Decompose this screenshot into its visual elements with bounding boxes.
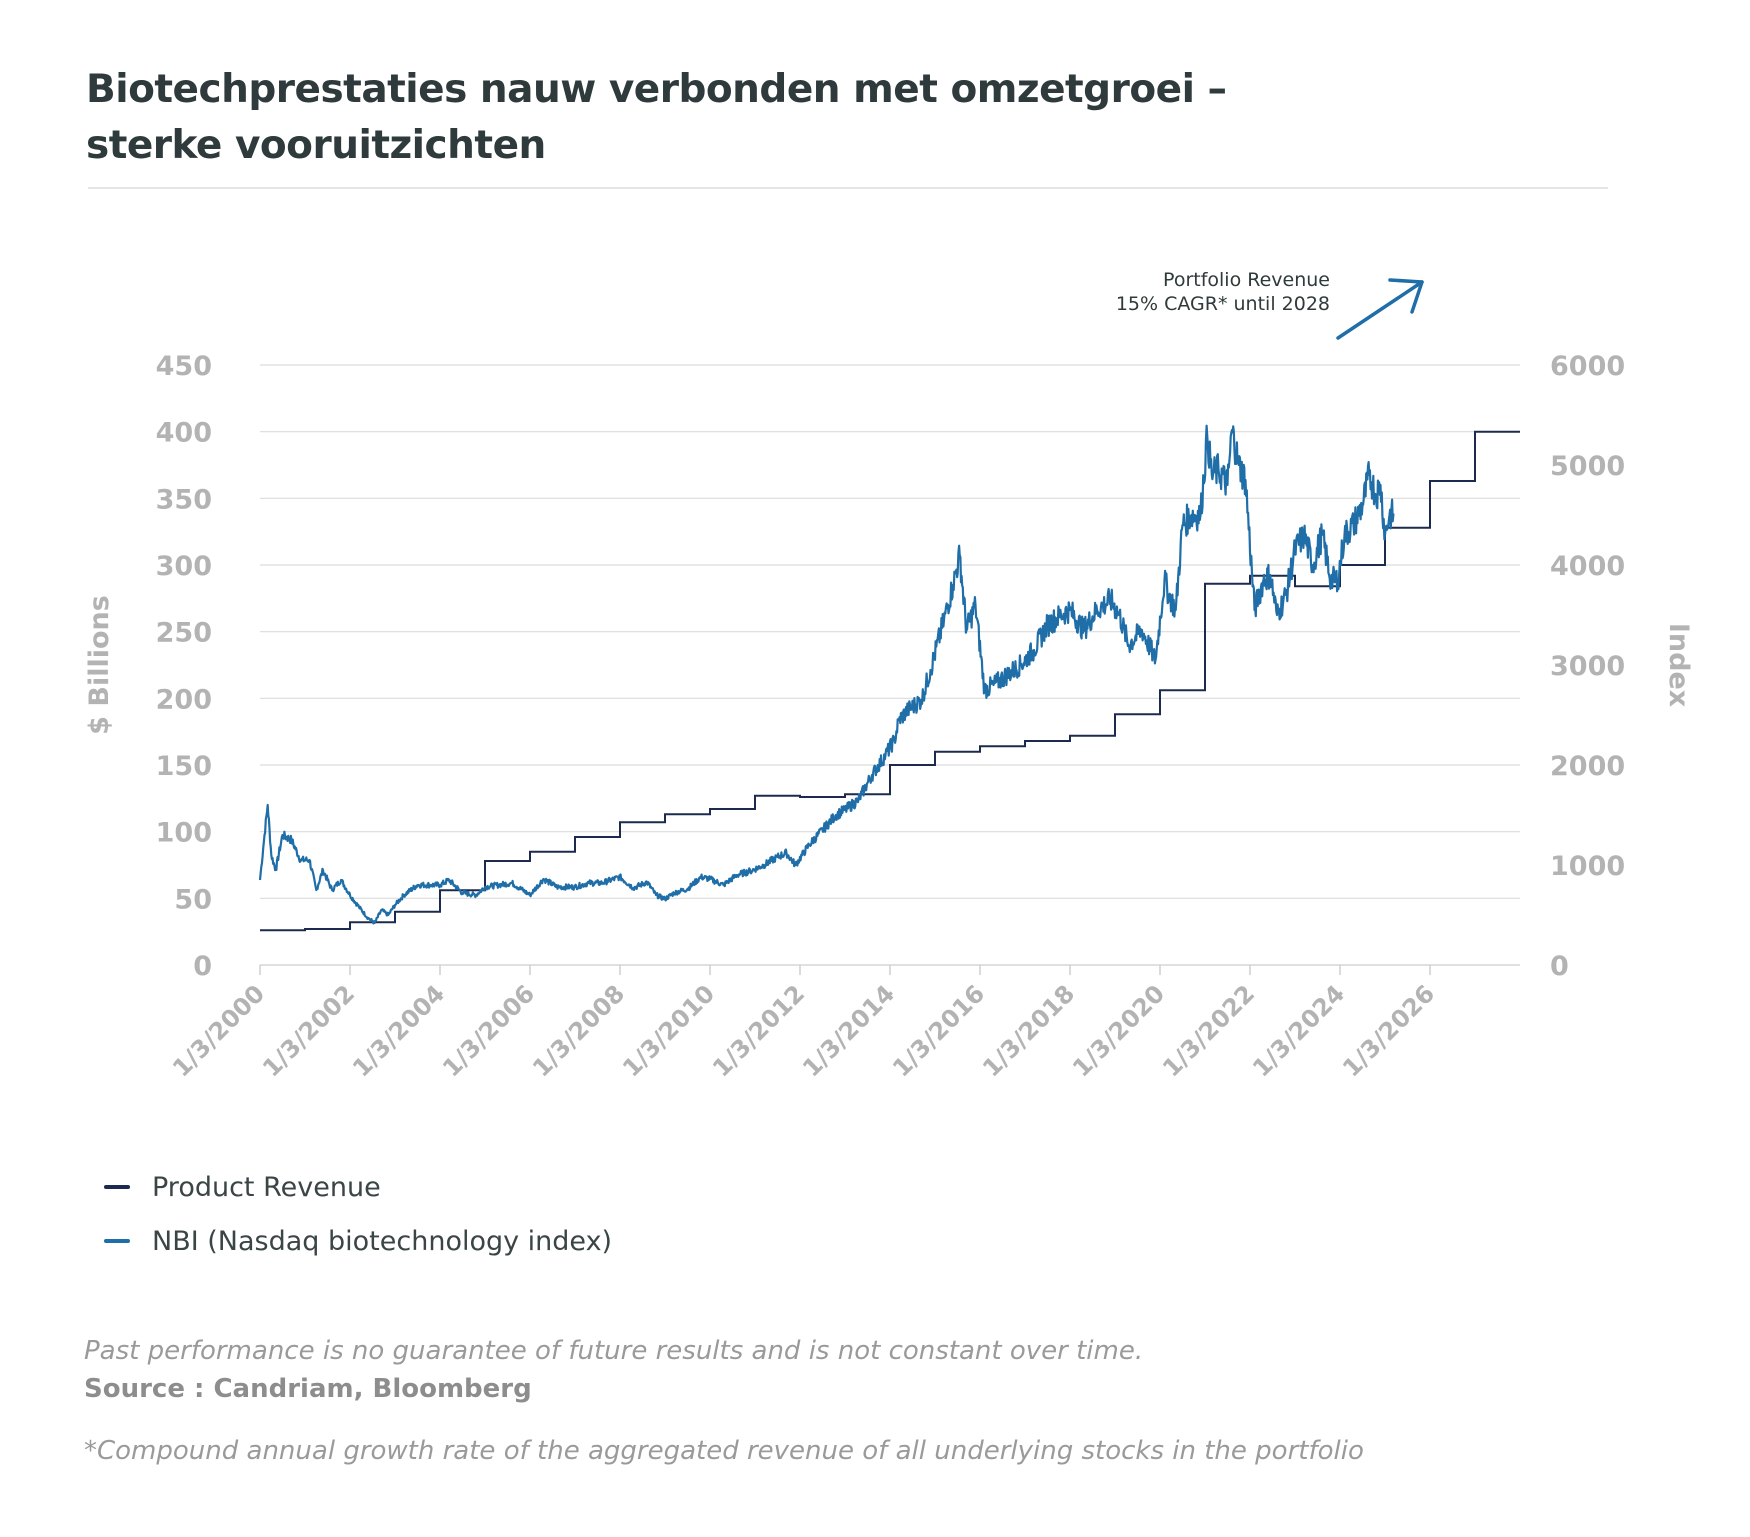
series [258, 424, 1520, 932]
disclaimer-text: Past performance is no guarantee of futu… [84, 1336, 1144, 1366]
left-axis-ticks: 0 50 100 150 200 250 300 350 400 450 [156, 351, 212, 982]
y-tick-label-right: 1000 [1550, 851, 1625, 882]
legend-swatch-nbi [104, 1239, 130, 1243]
up-right-arrow-icon [1336, 278, 1424, 340]
y-tick-label-right: 2000 [1550, 751, 1625, 782]
y-tick-label-right: 0 [1550, 951, 1569, 982]
y-tick-label-right: 3000 [1550, 651, 1625, 682]
x-axis-ticks: 1/3/20001/3/20021/3/20041/3/20061/3/2008… [167, 965, 1440, 1082]
annotation-line-1: Portfolio Revenue [1163, 269, 1330, 291]
x-tick-label: 1/3/2006 [437, 979, 540, 1082]
x-tick-label: 1/3/2026 [1337, 979, 1440, 1082]
x-tick-label: 1/3/2000 [167, 979, 270, 1082]
y-tick-label-right: 4000 [1550, 551, 1625, 582]
x-tick-label: 1/3/2018 [977, 979, 1080, 1082]
source-text: Source : Candriam, Bloomberg [84, 1374, 532, 1404]
x-tick-label: 1/3/2004 [347, 979, 450, 1082]
y-tick-label-left: 250 [156, 618, 212, 649]
x-tick-label: 1/3/2024 [1247, 979, 1350, 1082]
y-tick-label-left: 50 [174, 884, 212, 915]
x-tick-label: 1/3/2002 [257, 979, 360, 1082]
chart-title-line-2: sterke vooruitzichten [86, 123, 546, 168]
x-tick-label: 1/3/2014 [797, 979, 900, 1082]
y-tick-label-right: 5000 [1550, 451, 1625, 482]
grid-lines [260, 364, 1520, 899]
y-tick-label-left: 300 [156, 551, 212, 582]
x-tick-label: 1/3/2016 [887, 979, 990, 1082]
cagr-annotation: Portfolio Revenue 15% CAGR* until 2028 [1116, 269, 1424, 340]
y-tick-label-left: 350 [156, 484, 212, 515]
y-tick-label-left: 450 [156, 351, 212, 382]
x-tick-label: 1/3/2020 [1067, 979, 1170, 1082]
legend-label-product-revenue: Product Revenue [152, 1171, 381, 1203]
chart-legend: Product Revenue NBI (Nasdaq biotechnolog… [104, 1160, 612, 1268]
cagr-footnote: *Compound annual growth rate of the aggr… [84, 1436, 1364, 1466]
y-tick-label-left: 150 [156, 751, 212, 782]
legend-label-nbi: NBI (Nasdaq biotechnology index) [152, 1225, 613, 1257]
y-tick-label-left: 200 [156, 684, 212, 715]
legend-item-product-revenue: Product Revenue [104, 1160, 612, 1214]
legend-swatch-product-revenue [104, 1185, 130, 1189]
nbi-index-line [258, 424, 1395, 925]
y-tick-label-left: 0 [193, 951, 212, 982]
right-axis-ticks: 0 1000 2000 3000 4000 5000 6000 [1550, 351, 1625, 982]
legend-item-nbi: NBI (Nasdaq biotechnology index) [104, 1214, 612, 1268]
y-axis-label-right: Index [1663, 623, 1694, 707]
y-tick-label-right: 6000 [1550, 351, 1625, 382]
product-revenue-line [260, 430, 1520, 932]
revenue-vs-nbi-chart: 0 50 100 150 200 250 300 350 400 450 0 1000 2000 300… [84, 269, 1694, 1082]
y-tick-label-left: 100 [156, 818, 212, 849]
y-axis-label-left: $ Billions [84, 595, 115, 735]
x-tick-label: 1/3/2012 [707, 979, 810, 1082]
x-tick-label: 1/3/2022 [1157, 979, 1260, 1082]
y-tick-label-left: 400 [156, 418, 212, 449]
annotation-line-2: 15% CAGR* until 2028 [1116, 293, 1330, 315]
title-divider [88, 187, 1608, 189]
chart-title: Biotechprestaties nauw verbonden met omz… [86, 62, 1606, 174]
chart-title-line-1: Biotechprestaties nauw verbonden met omz… [86, 67, 1227, 112]
x-tick-label: 1/3/2010 [617, 979, 720, 1082]
x-tick-label: 1/3/2008 [527, 979, 630, 1082]
